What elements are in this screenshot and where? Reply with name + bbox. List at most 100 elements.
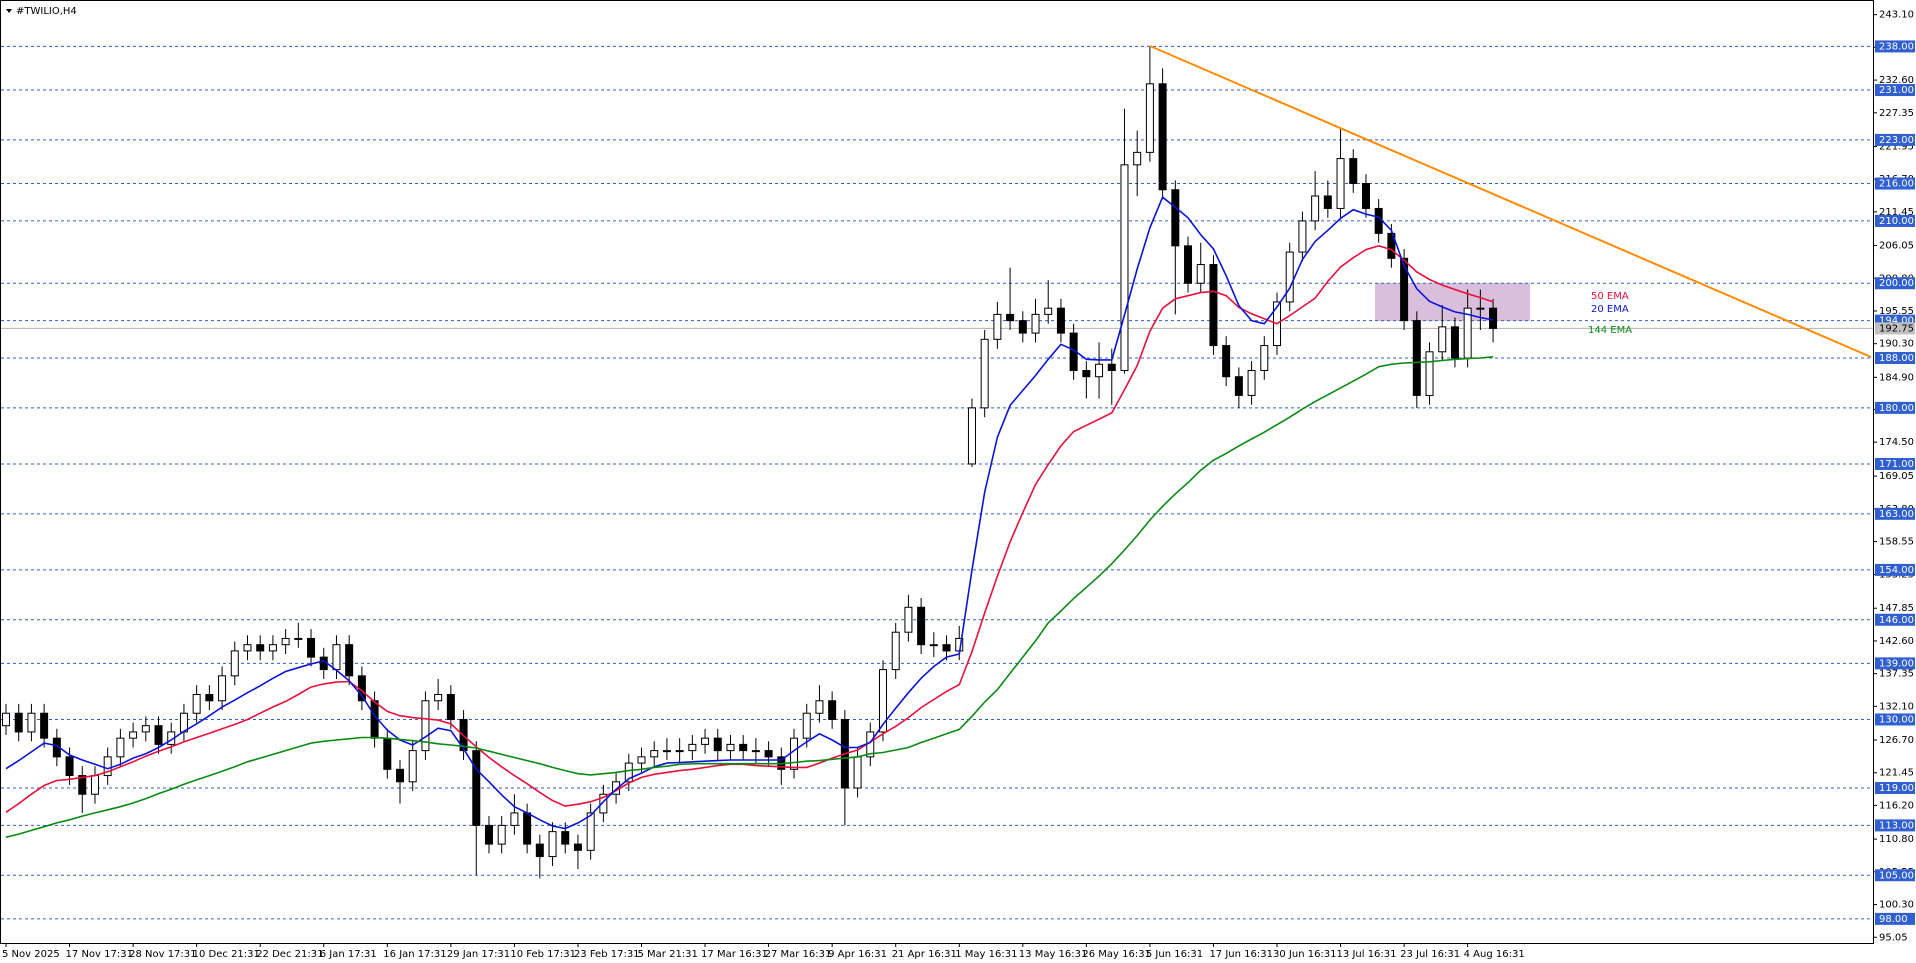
ema-name: 50 EMA <box>1591 291 1629 302</box>
candle-body <box>218 675 227 702</box>
candle-body <box>408 750 417 783</box>
candle-body <box>726 743 735 752</box>
x-tick-label: 29 Jan 17:31 <box>447 949 510 960</box>
level-label-bg <box>1875 782 1915 795</box>
level-label: 105.00 <box>1879 870 1914 881</box>
candle-body <box>78 775 87 795</box>
candle-body <box>446 694 455 720</box>
candle-body <box>332 644 341 671</box>
level-label-bg <box>1875 352 1915 365</box>
x-tick-label: 1 May 16:31 <box>955 949 1017 960</box>
candle-body <box>1285 251 1294 303</box>
level-label: 163.00 <box>1879 509 1914 520</box>
level-label-bg <box>1875 507 1915 520</box>
candle-body <box>1425 351 1434 396</box>
candle-body <box>1400 257 1409 322</box>
candle-body <box>116 737 125 758</box>
level-label: 188.00 <box>1879 353 1914 364</box>
candle-body <box>14 712 23 733</box>
y-tick-label: 100.30 <box>1879 900 1914 911</box>
candle-body <box>40 712 49 739</box>
candle-body <box>472 750 481 826</box>
y-tick-label: 110.80 <box>1879 834 1914 845</box>
candle-body <box>751 750 760 753</box>
x-tick-label: 10 Feb 17:31 <box>510 949 576 960</box>
x-tick-label: 23 Feb 17:31 <box>574 949 640 960</box>
y-tick-label: 121.45 <box>1879 768 1914 779</box>
y-tick-label: 95.05 <box>1879 932 1908 943</box>
x-tick-label: 17 Nov 17:31 <box>66 949 133 960</box>
candle-body <box>980 338 989 409</box>
candle-body <box>1145 83 1154 153</box>
candle-body <box>396 768 405 783</box>
x-tick-label: 17 Jun 16:31 <box>1209 949 1273 960</box>
x-tick-label: 5 Jun 16:31 <box>1146 949 1203 960</box>
level-label: 180.00 <box>1879 403 1914 414</box>
y-tick-label: 190.30 <box>1879 339 1914 350</box>
candle-body <box>1450 326 1459 359</box>
candle-body <box>1323 195 1332 209</box>
candle-body <box>1298 220 1307 253</box>
x-tick-label: 21 Apr 16:31 <box>892 949 957 960</box>
level-label-bg <box>1875 84 1915 97</box>
candle-body <box>1349 158 1358 185</box>
x-tick-label: 16 Jan 17:31 <box>383 949 446 960</box>
candle-body <box>701 737 710 745</box>
candle-body <box>345 644 354 677</box>
y-tick-label: 174.50 <box>1879 437 1914 448</box>
level-label-bg <box>1875 214 1915 227</box>
x-tick-label: 13 May 16:31 <box>1019 949 1088 960</box>
candle-body <box>993 313 1002 340</box>
last-price-bg <box>1875 322 1915 335</box>
x-tick-label: 9 Apr 16:31 <box>828 949 887 960</box>
y-tick-label: 184.90 <box>1879 372 1914 383</box>
candle-body <box>65 756 74 777</box>
candle-body <box>523 812 532 845</box>
candle-body <box>205 694 214 702</box>
candles <box>2 46 1498 879</box>
candle-body <box>1260 345 1269 371</box>
candle-body <box>103 756 112 777</box>
candle-body <box>561 831 570 845</box>
candle-body <box>383 737 392 770</box>
axes: 95.05100.30105.55110.80116.20121.45126.7… <box>2 10 1915 960</box>
candle-body <box>1095 363 1104 378</box>
x-tick-label: 26 May 16:31 <box>1082 949 1151 960</box>
last-price-label: 192.75 <box>1879 323 1914 334</box>
candle-body <box>294 637 303 640</box>
candle-body <box>27 712 36 733</box>
y-tick-label: 116.20 <box>1879 800 1914 811</box>
candle-body <box>1489 307 1498 329</box>
candle-body <box>929 644 938 647</box>
level-label: 119.00 <box>1879 783 1914 794</box>
y-tick-label: 232.60 <box>1879 75 1914 86</box>
candle-body <box>90 775 99 795</box>
candle-body <box>1044 307 1053 315</box>
x-tick-label: 4 Aug 16:31 <box>1464 949 1525 960</box>
x-tick-label: 28 Nov 17:31 <box>129 949 196 960</box>
candle-body <box>421 700 430 752</box>
y-tick-label: 137.35 <box>1879 669 1914 680</box>
candle-body <box>497 824 506 845</box>
ema-name: 20 EMA <box>1591 304 1629 315</box>
candle-body <box>1056 307 1065 334</box>
ema-line <box>5 195 1494 830</box>
candle-body <box>790 737 799 770</box>
levels <box>1 45 1873 920</box>
y-tick-label: 211.45 <box>1879 207 1914 218</box>
level-label-bg <box>1875 613 1915 626</box>
level-label: 238.00 <box>1879 41 1914 52</box>
candle-body <box>1120 164 1129 371</box>
level-label: 146.00 <box>1879 615 1914 626</box>
candle-body <box>942 644 951 652</box>
candle-body <box>1361 183 1370 209</box>
candle-body <box>599 793 608 814</box>
level-label-bg <box>1875 657 1915 670</box>
level-label: 154.00 <box>1879 565 1914 576</box>
level-label-bg <box>1875 133 1915 146</box>
level-label: 194.00 <box>1879 316 1914 327</box>
x-tick-label: 5 Nov 2025 <box>2 949 60 960</box>
level-label-bg <box>1875 177 1915 190</box>
